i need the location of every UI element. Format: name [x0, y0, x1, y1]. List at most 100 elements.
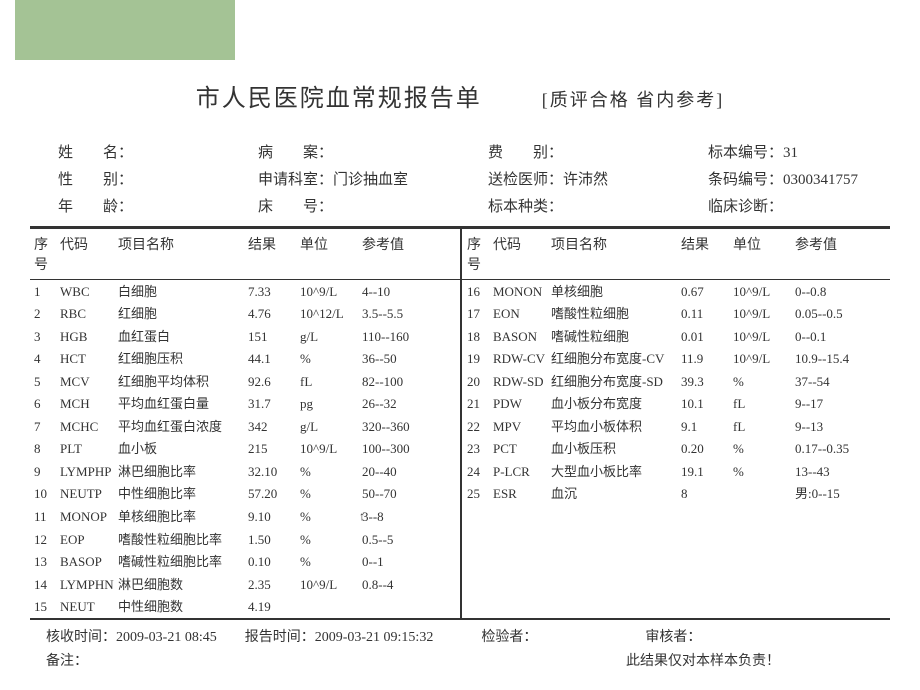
- table-row: 21PDW血小板分布宽度10.1fL9--17: [463, 393, 890, 416]
- table-row: 19RDW-CV红细胞分布宽度-CV11.910^9/L10.9--15.4: [463, 348, 890, 371]
- cell-result: 10.1: [681, 395, 733, 413]
- patient-sex: 性 别：: [58, 168, 258, 189]
- report-time: 报告时间：2009-03-21 09:15:32: [245, 626, 434, 646]
- table-row: 1WBC白细胞7.3310^9/L4--10: [30, 280, 457, 303]
- cell-name: 血小板: [118, 440, 248, 458]
- cell-unit: %: [300, 508, 362, 526]
- patient-fee: 费 别：: [488, 141, 708, 162]
- hdr-idx: 序号: [463, 234, 493, 274]
- table-row: 22MPV平均血小板体积9.1fL9--13: [463, 415, 890, 438]
- cell-idx: 2: [30, 305, 60, 323]
- table-row: 9LYMPHP淋巴细胞比率32.10%20--40: [30, 460, 457, 483]
- cell-idx: 24: [463, 463, 493, 481]
- cell-result: 342: [248, 418, 300, 436]
- cell-ref: 13--43: [795, 463, 883, 481]
- table-row: 17EON嗜酸性粒细胞0.1110^9/L0.05--0.5: [463, 303, 890, 326]
- table-row: 8PLT血小板21510^9/L100--300: [30, 438, 457, 461]
- cell-result: 92.6: [248, 373, 300, 391]
- hdr-name: 项目名称: [551, 234, 681, 274]
- hdr-code: 代码: [60, 234, 118, 274]
- cell-code: MCH: [60, 395, 118, 413]
- cell-name: 单核细胞比率: [118, 508, 248, 526]
- cell-unit: 10^9/L: [733, 350, 795, 368]
- cell-idx: 22: [463, 418, 493, 436]
- cell-unit: %: [300, 553, 362, 571]
- hdr-name: 项目名称: [118, 234, 248, 274]
- cell-ref: 男:0--15: [795, 485, 883, 503]
- cell-result: 0.11: [681, 305, 733, 323]
- cell-unit: 10^9/L: [300, 283, 362, 301]
- cell-ref: 0.8--4: [362, 576, 450, 594]
- cell-code: MONOP: [60, 508, 118, 526]
- table-row: 10NEUTP中性细胞比率57.20%50--70: [30, 483, 457, 506]
- cell-code: MONON: [493, 283, 551, 301]
- cell-code: EOP: [60, 531, 118, 549]
- table-row: 18BASON嗜碱性粒细胞0.0110^9/L0--0.1: [463, 325, 890, 348]
- cell-unit: fL: [733, 418, 795, 436]
- cell-unit: %: [300, 531, 362, 549]
- cell-result: 215: [248, 440, 300, 458]
- barcode: 条码编号：0300341757: [708, 168, 920, 189]
- cell-code: ESR: [493, 485, 551, 503]
- cell-result: 57.20: [248, 485, 300, 503]
- cell-ref: 9--13: [795, 418, 883, 436]
- cell-idx: 7: [30, 418, 60, 436]
- reviewer: 审核者：: [645, 626, 701, 646]
- cell-name: 血红蛋白: [118, 328, 248, 346]
- cell-code: BASOP: [60, 553, 118, 571]
- table-row: 14LYMPHN淋巴细胞数2.3510^9/L0.8--4: [30, 573, 457, 596]
- cell-result: 4.19: [248, 598, 300, 616]
- cell-unit: %: [733, 440, 795, 458]
- cell-code: MPV: [493, 418, 551, 436]
- cell-name: 大型血小板比率: [551, 463, 681, 481]
- cell-unit: %: [300, 463, 362, 481]
- cell-unit: 10^9/L: [733, 328, 795, 346]
- title-note: [质评合格 省内参考]: [542, 86, 725, 112]
- dept: 申请科室：门诊抽血室: [258, 168, 488, 189]
- hdr-ref: 参考值: [362, 234, 450, 274]
- cell-name: 血小板分布宽度: [551, 395, 681, 413]
- cell-result: 8: [681, 485, 733, 503]
- table-row: 20RDW-SD红细胞分布宽度-SD39.3%37--54: [463, 370, 890, 393]
- cell-code: LYMPHP: [60, 463, 118, 481]
- cell-idx: 11: [30, 508, 60, 526]
- center-divider: [460, 229, 462, 618]
- table-row: 15NEUT中性细胞数4.19: [30, 596, 457, 619]
- cell-ref: 3--8: [362, 508, 450, 526]
- title-row: 市人民医院血常规报告单 [质评合格 省内参考]: [30, 78, 890, 113]
- cell-code: EON: [493, 305, 551, 323]
- cell-code: RDW-SD: [493, 373, 551, 391]
- cell-name: 红细胞平均体积: [118, 373, 248, 391]
- hdr-code: 代码: [493, 234, 551, 274]
- cell-name: 嗜碱性粒细胞: [551, 328, 681, 346]
- cell-code: HCT: [60, 350, 118, 368]
- cell-name: 红细胞: [118, 305, 248, 323]
- cell-code: PCT: [493, 440, 551, 458]
- cell-idx: 6: [30, 395, 60, 413]
- specimen-no: 标本编号：31: [708, 141, 920, 162]
- cell-ref: 0--0.8: [795, 283, 883, 301]
- cell-result: 11.9: [681, 350, 733, 368]
- cell-ref: 320--360: [362, 418, 450, 436]
- hdr-result: 结果: [248, 234, 300, 274]
- table-row: 2RBC红细胞4.7610^12/L3.5--5.5: [30, 303, 457, 326]
- cell-unit: 10^9/L: [733, 305, 795, 323]
- cell-result: 4.76: [248, 305, 300, 323]
- cell-result: 2.35: [248, 576, 300, 594]
- table-row: 3HGB血红蛋白151g/L110--160: [30, 325, 457, 348]
- table-row: 5MCV红细胞平均体积92.6fL82--100: [30, 370, 457, 393]
- cell-name: 淋巴细胞比率: [118, 463, 248, 481]
- cell-idx: 14: [30, 576, 60, 594]
- cell-result: 31.7: [248, 395, 300, 413]
- cell-unit: 10^9/L: [300, 440, 362, 458]
- cell-unit: pg: [300, 395, 362, 413]
- cell-idx: 25: [463, 485, 493, 503]
- table-row: 13BASOP嗜碱性粒细胞比率0.10%0--1: [30, 551, 457, 574]
- cell-name: 嗜碱性粒细胞比率: [118, 553, 248, 571]
- cell-result: 9.1: [681, 418, 733, 436]
- cell-unit: 10^12/L: [300, 305, 362, 323]
- cell-code: P-LCR: [493, 463, 551, 481]
- cell-code: HGB: [60, 328, 118, 346]
- cell-result: 39.3: [681, 373, 733, 391]
- cell-name: 平均血红蛋白浓度: [118, 418, 248, 436]
